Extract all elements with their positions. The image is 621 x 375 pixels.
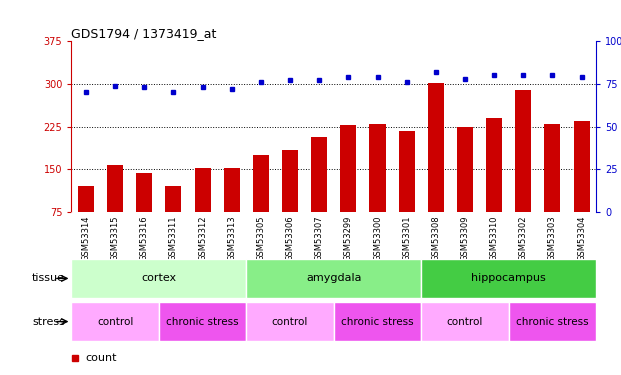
Text: GSM53303: GSM53303 [548,215,557,261]
Bar [515,90,532,212]
Bar [340,125,356,212]
Text: count: count [86,352,117,363]
Text: GSM53315: GSM53315 [111,215,120,261]
Text: GSM53300: GSM53300 [373,215,382,261]
Bar [421,259,596,298]
Text: GSM53309: GSM53309 [461,215,469,261]
Text: GSM53299: GSM53299 [344,215,353,261]
Text: GSM53308: GSM53308 [432,215,440,261]
Text: GSM53312: GSM53312 [198,215,207,261]
Text: control: control [272,316,308,327]
Text: cortex: cortex [142,273,176,284]
Text: chronic stress: chronic stress [516,316,589,327]
Text: GSM53307: GSM53307 [315,215,324,261]
Text: GSM53306: GSM53306 [286,215,294,261]
Bar [369,124,386,212]
Text: hippocampus: hippocampus [471,273,546,284]
Text: GSM53301: GSM53301 [402,215,411,261]
Text: tissue: tissue [32,273,65,284]
Bar [159,302,247,341]
Text: GSM53314: GSM53314 [81,215,91,261]
Bar [545,124,560,212]
Text: chronic stress: chronic stress [166,316,239,327]
Bar [457,127,473,212]
Bar [486,118,502,212]
Bar [136,173,152,212]
Bar [78,186,94,212]
Text: GSM53316: GSM53316 [140,215,149,261]
Bar [421,302,509,341]
Bar [247,302,334,341]
Bar [509,302,596,341]
Text: GSM53313: GSM53313 [227,215,236,261]
Bar [165,186,181,212]
Text: chronic stress: chronic stress [341,316,414,327]
Bar [428,83,444,212]
Bar [282,150,298,212]
Text: stress: stress [32,316,65,327]
Bar [194,168,211,212]
Text: GSM53304: GSM53304 [577,215,586,261]
Text: amygdala: amygdala [306,273,361,284]
Text: GSM53311: GSM53311 [169,215,178,261]
Text: GSM53302: GSM53302 [519,215,528,261]
Text: GSM53305: GSM53305 [256,215,265,261]
Bar [399,130,415,212]
Bar [574,121,589,212]
Bar [247,259,421,298]
Text: control: control [97,316,134,327]
Text: GSM53310: GSM53310 [489,215,499,261]
Text: GDS1794 / 1373419_at: GDS1794 / 1373419_at [71,27,217,40]
Bar [224,168,240,212]
Bar [311,137,327,212]
Text: control: control [446,316,483,327]
Bar [253,155,269,212]
Bar [334,302,421,341]
Bar [71,259,247,298]
Bar [107,165,123,212]
Bar [71,302,159,341]
